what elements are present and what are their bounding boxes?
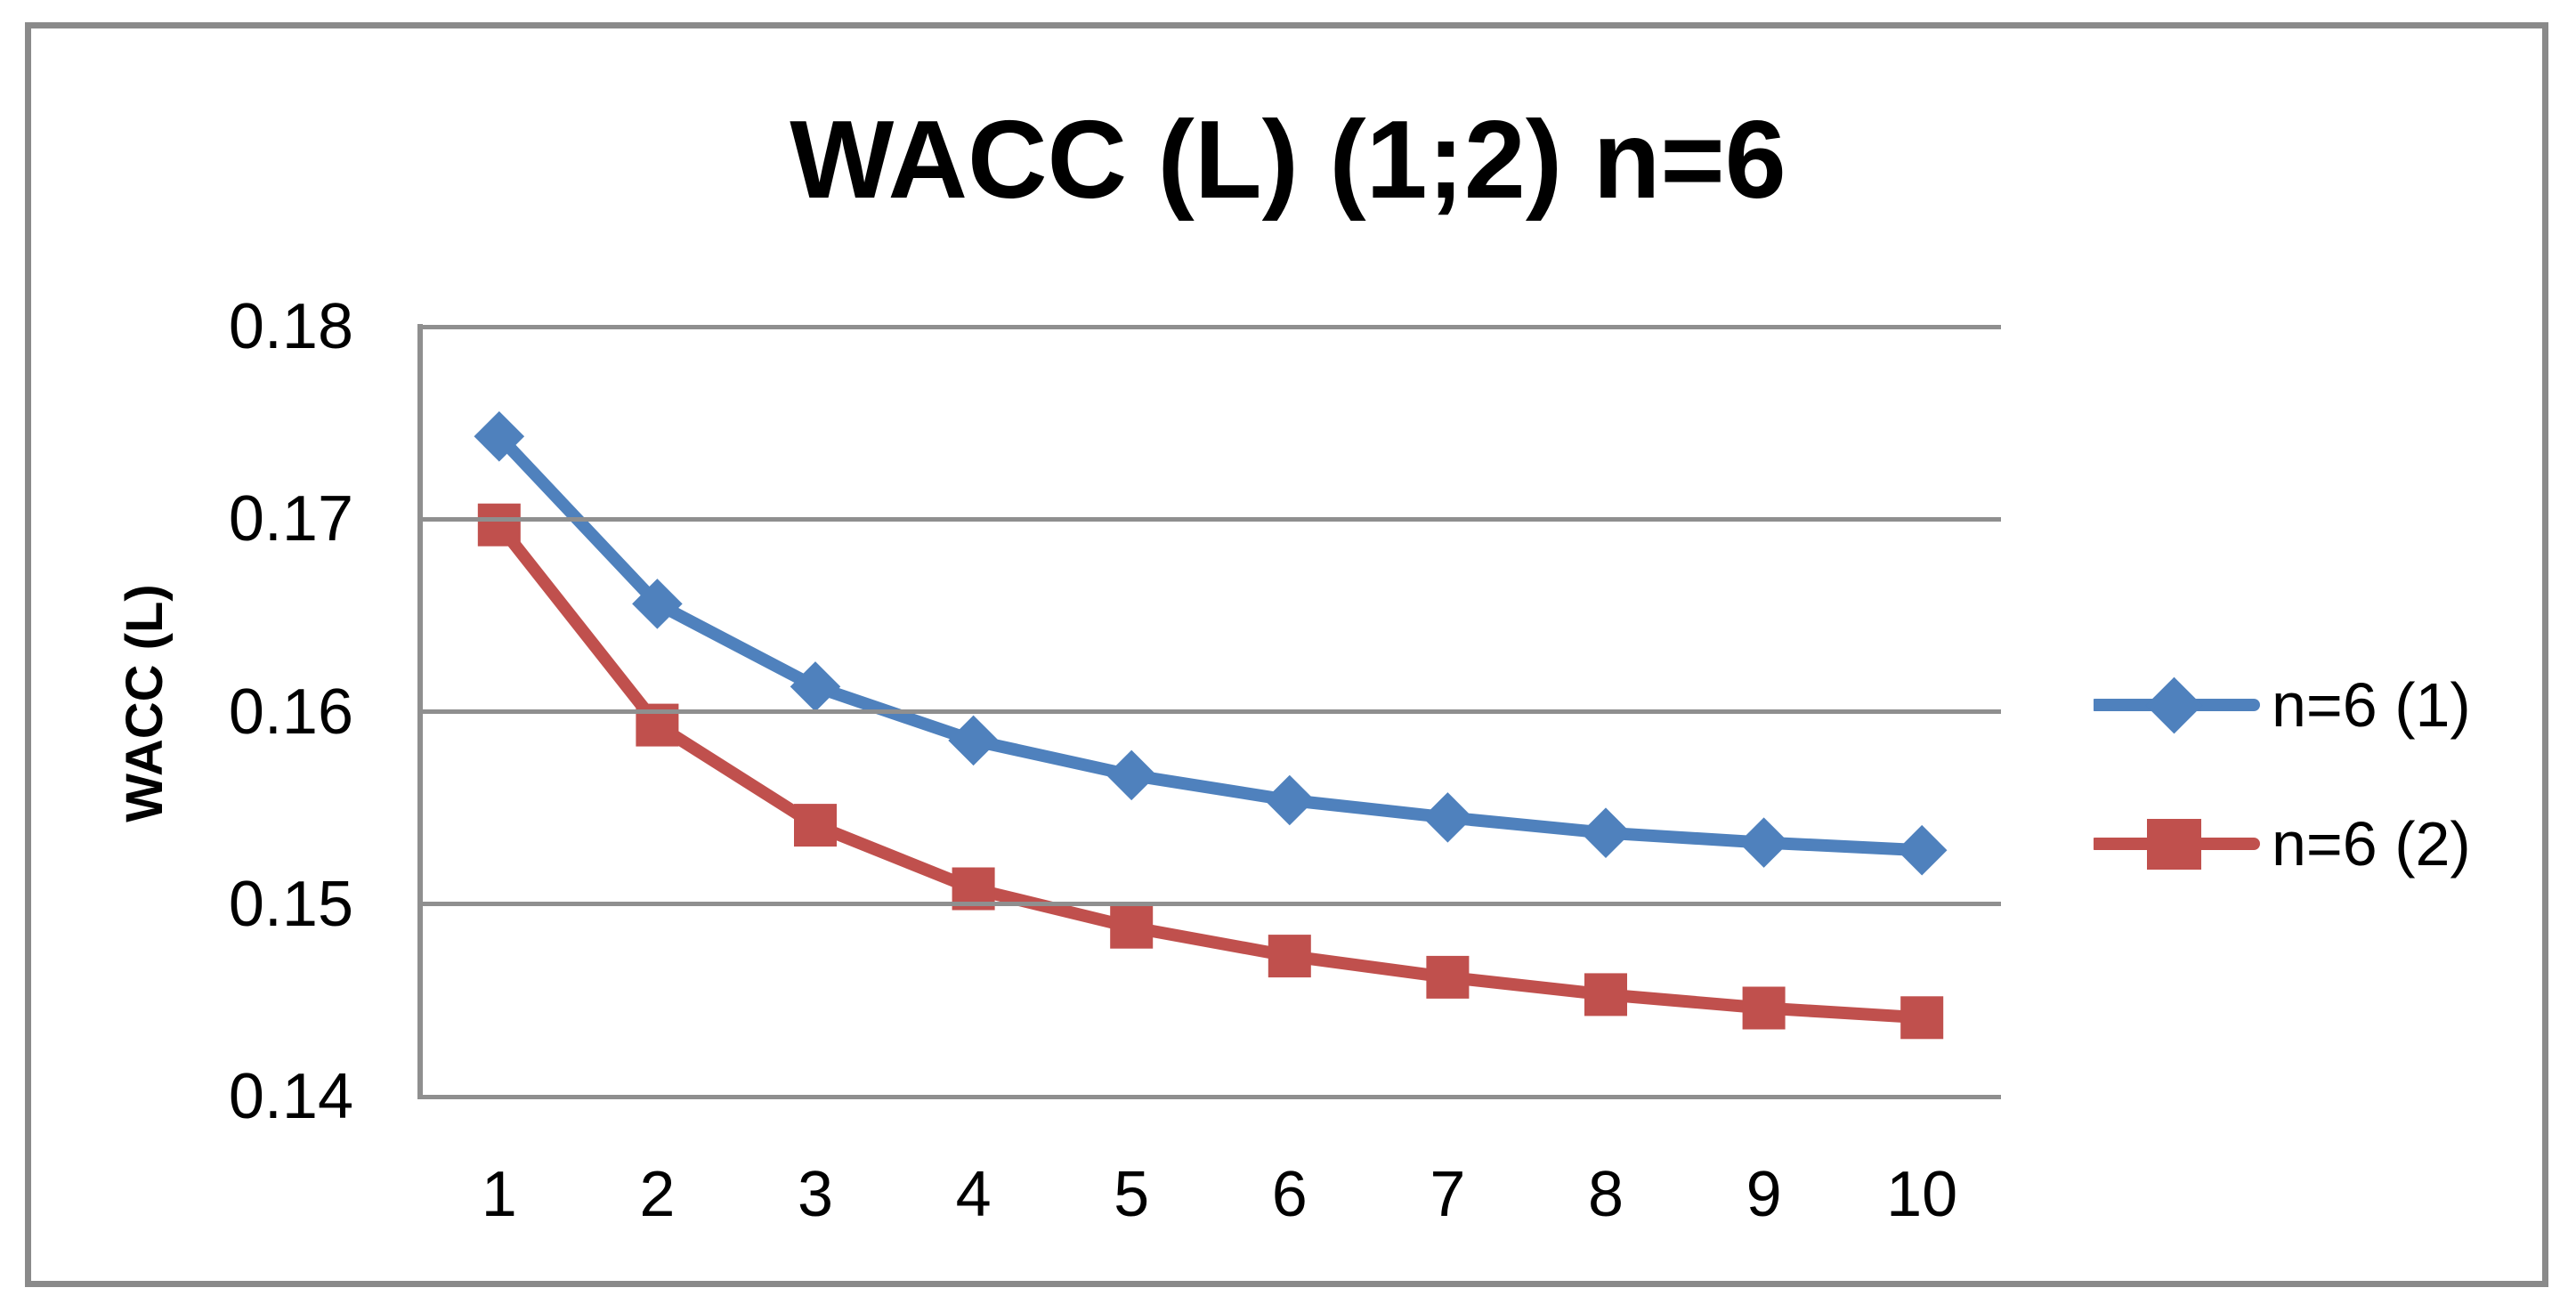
x-axis-tick-label: 10 <box>1886 1159 1958 1230</box>
gridline <box>420 709 2001 714</box>
gridline <box>420 902 2001 907</box>
data-point-marker-diamond <box>1422 792 1473 843</box>
data-point-marker-diamond <box>948 715 999 766</box>
x-axis-tick-label: 1 <box>481 1159 517 1230</box>
x-axis-tick-label: 7 <box>1430 1159 1466 1230</box>
plot-area <box>417 324 2001 1099</box>
data-point-marker-square <box>1268 935 1311 978</box>
y-axis-tick-label: 0.17 <box>228 483 353 555</box>
legend-entry-series-1: n=6 (1) <box>2094 669 2471 741</box>
legend-entry-series-2: n=6 (2) <box>2094 808 2471 879</box>
gridline <box>420 1094 2001 1099</box>
data-point-marker-diamond <box>1264 774 1316 826</box>
x-axis-tick-label: 4 <box>955 1159 992 1230</box>
legend-line-diamond-icon <box>2094 676 2260 734</box>
data-point-marker-square <box>1426 955 1470 999</box>
data-point-marker-square <box>1110 905 1154 949</box>
data-point-marker-square <box>1900 996 1944 1040</box>
x-axis-tick-label: 3 <box>797 1159 834 1230</box>
gridline <box>420 324 2001 329</box>
data-point-marker-diamond <box>1738 817 1789 868</box>
x-axis-tick-label: 8 <box>1587 1159 1624 1230</box>
series-plot <box>474 411 1948 1040</box>
x-axis-tick-label: 9 <box>1746 1159 1782 1230</box>
y-axis-tick-label: 0.14 <box>228 1061 353 1132</box>
data-point-marker-square <box>1742 986 1786 1030</box>
data-point-marker-diamond <box>1106 749 1157 801</box>
data-point-marker-square <box>477 503 521 547</box>
x-axis-tick-label: 6 <box>1271 1159 1308 1230</box>
data-point-marker-diamond <box>1896 824 1948 876</box>
data-point-marker-square <box>794 804 837 847</box>
chart-border <box>25 22 2548 1287</box>
x-axis-tick-label: 2 <box>639 1159 676 1230</box>
data-point-marker-diamond <box>1580 807 1632 858</box>
series-line <box>494 432 1923 857</box>
legend-label-series-1: n=6 (1) <box>2272 670 2471 740</box>
gridline <box>420 516 2001 522</box>
chart-title: WACC (L) (1;2) n=6 <box>790 99 1786 222</box>
y-axis-tick-label: 0.16 <box>228 676 353 748</box>
data-point-marker-diamond <box>632 579 683 629</box>
series-line <box>494 521 1923 1025</box>
legend-line-square-icon <box>2094 819 2260 870</box>
y-axis-tick-label: 0.15 <box>228 868 353 940</box>
y-axis-tick-label: 0.18 <box>228 291 353 362</box>
data-point-marker-square <box>1584 973 1627 1016</box>
x-axis-tick-label: 5 <box>1114 1159 1150 1230</box>
legend-label-series-2: n=6 (2) <box>2272 809 2471 879</box>
data-point-marker-diamond <box>790 661 841 712</box>
